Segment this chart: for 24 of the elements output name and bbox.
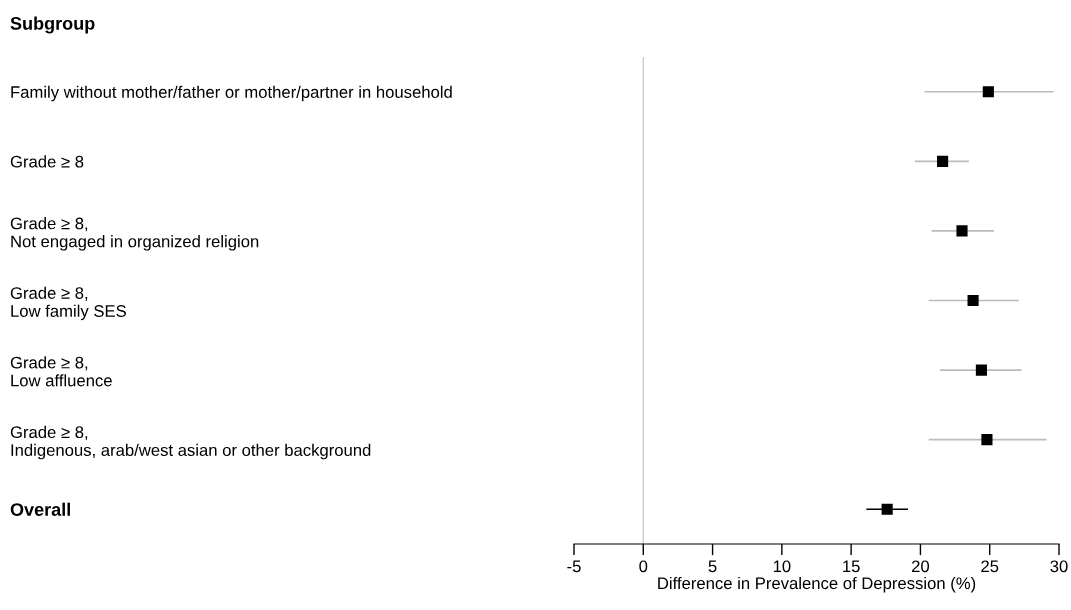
- point: [975, 364, 987, 376]
- x-tick-label: 5: [708, 560, 717, 573]
- point: [982, 86, 994, 98]
- point: [981, 434, 993, 446]
- x-tick-label: 15: [843, 560, 860, 573]
- point: [967, 294, 979, 307]
- y-tick-label: Family without mother/father or mother/partner in household: [11, 85, 452, 102]
- y-tick-label: Overall: [10, 502, 70, 516]
- y-tick-label: Grade ≥ 8, Indigenous, arab/west asian or other background: [10, 425, 371, 460]
- point: [956, 225, 968, 237]
- x-tick-label: 10: [773, 560, 791, 573]
- x-tick-label: 30: [1050, 560, 1068, 573]
- y-tick-label: Grade ≥ 8, Low affluence: [10, 356, 112, 387]
- x-axis-title: Difference in Prevalence of Depression (%): [658, 576, 976, 593]
- point: [937, 155, 949, 167]
- text: Subgroup: [10, 16, 95, 34]
- y-tick-label: Grade ≥ 8, Low family SES: [10, 286, 126, 321]
- point: [881, 503, 893, 515]
- y-tick-label: Grade ≥ 8: [10, 155, 84, 168]
- x-tick-label: -5: [567, 560, 581, 573]
- y-tick-label: Grade ≥ 8, Not engaged in organized religion: [10, 217, 259, 251]
- x-tick-label: 0: [639, 560, 648, 573]
- x-tick-label: 25: [981, 560, 999, 573]
- x-tick-label: 20: [912, 560, 930, 573]
